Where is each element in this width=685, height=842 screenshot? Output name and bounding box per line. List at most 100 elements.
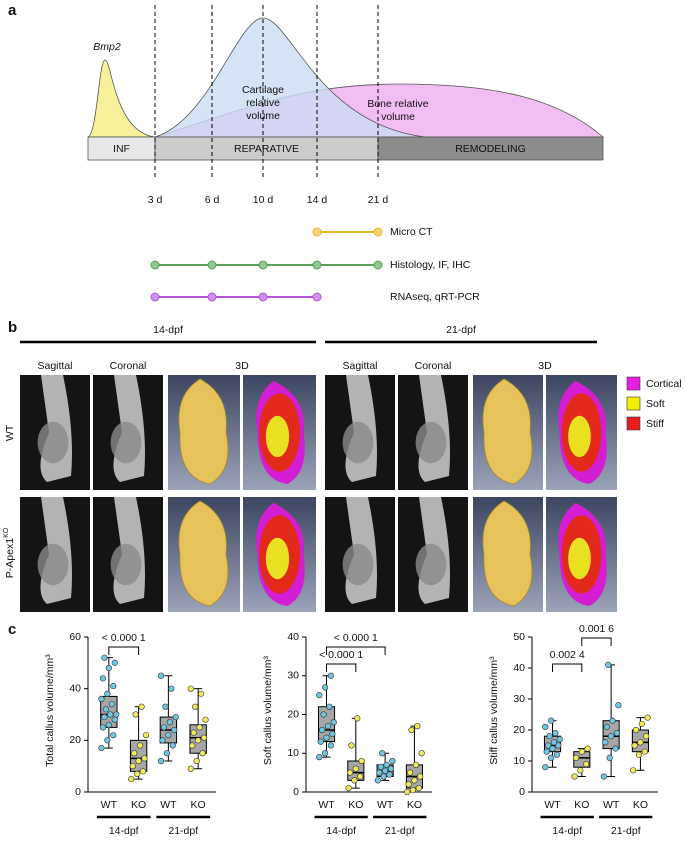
group-label: 21-dpf bbox=[168, 825, 198, 837]
data-point bbox=[411, 777, 418, 784]
x-tick-label: WT bbox=[101, 799, 118, 811]
y-tick-label: 40 bbox=[69, 682, 81, 694]
data-point bbox=[136, 742, 144, 749]
data-point bbox=[110, 682, 117, 690]
y-tick-label: 10 bbox=[513, 755, 525, 767]
data-point bbox=[200, 734, 208, 741]
data-point bbox=[352, 765, 359, 772]
cartilage-label: relative bbox=[246, 97, 280, 109]
data-point bbox=[104, 690, 111, 697]
data-point bbox=[553, 751, 560, 758]
data-point bbox=[543, 748, 550, 755]
view-label: Sagittal bbox=[37, 360, 72, 372]
x-tick-label: WT bbox=[603, 799, 620, 811]
data-point bbox=[101, 654, 108, 661]
x-tick-label: WT bbox=[160, 799, 177, 811]
view-label: Sagittal bbox=[342, 360, 377, 372]
method-label: Micro CT bbox=[390, 226, 433, 238]
data-point bbox=[643, 733, 650, 740]
row-label: P-Apex1KO bbox=[3, 527, 16, 578]
data-point bbox=[380, 773, 387, 780]
data-point bbox=[166, 719, 173, 726]
data-point bbox=[571, 773, 578, 780]
data-point bbox=[316, 754, 323, 761]
data-point bbox=[346, 769, 354, 776]
data-point bbox=[354, 715, 361, 722]
method-dot bbox=[150, 260, 160, 270]
data-point bbox=[417, 773, 424, 780]
data-point bbox=[638, 720, 645, 727]
data-point bbox=[545, 742, 552, 749]
data-point bbox=[99, 675, 107, 682]
data-point bbox=[321, 750, 329, 757]
view-label: 3D bbox=[538, 360, 552, 372]
method-dot bbox=[258, 292, 268, 302]
data-point bbox=[142, 732, 150, 739]
y-tick-label: 40 bbox=[513, 662, 525, 674]
data-point bbox=[613, 729, 621, 737]
data-point bbox=[635, 751, 643, 758]
data-point bbox=[374, 777, 381, 784]
callus-scan bbox=[37, 421, 69, 464]
data-point bbox=[644, 714, 651, 721]
timepoint-label: 21-dpf bbox=[446, 324, 476, 336]
callus-scan bbox=[110, 543, 142, 586]
data-point bbox=[418, 750, 425, 757]
data-point bbox=[552, 729, 559, 737]
data-point bbox=[600, 773, 607, 780]
callus-render bbox=[482, 378, 533, 485]
significance-label: < 0.000 1 bbox=[102, 632, 146, 644]
y-tick-label: 30 bbox=[513, 693, 525, 705]
y-tick-label: 20 bbox=[69, 734, 81, 746]
significance-bracket bbox=[326, 646, 386, 655]
data-point bbox=[389, 757, 396, 765]
bmp2-label: Bmp2 bbox=[93, 41, 121, 53]
view-label: Coronal bbox=[110, 360, 147, 372]
data-point bbox=[168, 685, 175, 692]
y-axis-label: Total callus volume/mm³ bbox=[44, 654, 56, 767]
data-point bbox=[345, 785, 352, 792]
callus-scan bbox=[415, 543, 447, 586]
x-tick-label: WT bbox=[544, 799, 561, 811]
data-point bbox=[98, 695, 105, 703]
data-point bbox=[187, 685, 194, 692]
data-point bbox=[632, 726, 640, 734]
significance-bracket bbox=[326, 663, 357, 672]
bmp2-curve bbox=[87, 59, 156, 138]
data-point bbox=[330, 719, 337, 726]
data-point bbox=[99, 724, 107, 731]
data-point bbox=[199, 750, 206, 757]
bone-label: Bone relative bbox=[367, 98, 428, 110]
data-point bbox=[192, 703, 199, 710]
data-point bbox=[139, 768, 147, 775]
data-point bbox=[138, 703, 145, 710]
data-point bbox=[172, 713, 179, 721]
data-point bbox=[409, 786, 417, 794]
data-point bbox=[159, 737, 166, 744]
data-point bbox=[135, 757, 142, 765]
data-point bbox=[324, 723, 332, 730]
y-tick-label: 0 bbox=[519, 786, 525, 798]
day-label: 6 d bbox=[205, 194, 220, 206]
data-point bbox=[578, 748, 585, 755]
data-point bbox=[107, 711, 114, 718]
data-point bbox=[98, 744, 105, 752]
data-point bbox=[326, 703, 333, 710]
data-point bbox=[382, 767, 389, 774]
data-point bbox=[550, 739, 558, 746]
cartilage-label: volume bbox=[246, 110, 280, 122]
legend-swatch bbox=[626, 416, 641, 431]
data-point bbox=[358, 757, 365, 765]
data-point bbox=[113, 711, 120, 718]
x-tick-label: KO bbox=[633, 799, 648, 811]
method-label: Histology, IF, IHC bbox=[390, 259, 471, 271]
method-dot bbox=[312, 292, 322, 302]
data-point bbox=[329, 730, 336, 737]
data-point bbox=[641, 748, 648, 755]
row-label-main: P-Apex1 bbox=[4, 538, 16, 578]
phase-label: INF bbox=[113, 143, 130, 155]
row-label: WT bbox=[4, 424, 16, 441]
view-label: Coronal bbox=[415, 360, 452, 372]
